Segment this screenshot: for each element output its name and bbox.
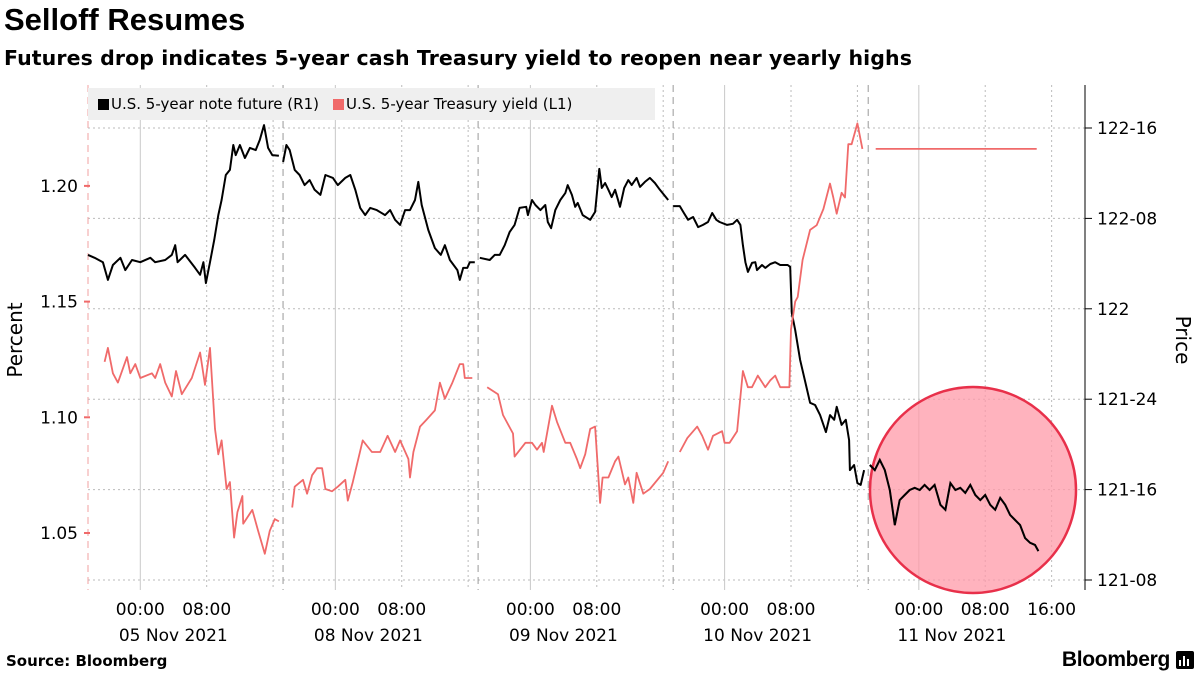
legend-label: U.S. 5-year note future (R1) [111,95,319,113]
legend-item-future: U.S. 5-year note future (R1) [98,95,319,113]
x-date-label: 09 Nov 2021 [509,626,618,646]
x-tick-label: 00:00 [506,600,555,620]
right-tick-label: 121-24 [1097,390,1157,410]
right-tick-label: 122-16 [1097,119,1157,139]
x-tick-label: 00:00 [700,600,749,620]
x-tick-label: 08:00 [572,600,621,620]
yield-line-segment [291,363,473,508]
x-date-label: 05 Nov 2021 [119,626,228,646]
right-tick-label: 122 [1097,300,1129,320]
futures-line-segment [87,124,280,285]
right-axis-title: Price [1171,316,1195,365]
legend-swatch-black [98,98,109,110]
source-note: Source: Bloomberg [6,652,168,670]
futures-line-segment [673,205,866,486]
chart-title: Selloff Resumes [4,2,246,37]
legend-item-yield: U.S. 5-year Treasury yield (L1) [332,95,573,113]
left-tick-label: 1.15 [40,293,78,313]
x-tick-label: 00:00 [116,600,165,620]
x-tick-label: 16:00 [1027,600,1076,620]
yield-line-segment [103,347,280,555]
left-axis-title: Percent [3,302,27,377]
legend: U.S. 5-year note future (R1) U.S. 5-year… [88,88,655,120]
x-tick-label: 08:00 [961,600,1010,620]
right-tick-label: 122-08 [1097,209,1157,229]
x-tick-label: 00:00 [894,600,943,620]
futures-line-segment [479,167,669,261]
x-tick-label: 08:00 [377,600,426,620]
yield-line-segment [486,386,670,504]
x-tick-label: 08:00 [182,600,231,620]
futures-line-segment [869,457,1040,552]
left-tick-label: 1.10 [40,408,78,428]
bloomberg-logo: Bloomberg [1061,648,1170,671]
yield-line-segment [679,122,864,453]
x-date-label: 08 Nov 2021 [314,626,423,646]
x-tick-label: 08:00 [767,600,816,620]
x-tick-label: 00:00 [311,600,360,620]
left-tick-label: 1.20 [40,177,78,197]
left-tick-label: 1.05 [40,524,78,544]
right-tick-label: 121-16 [1097,481,1157,501]
x-date-label: 11 Nov 2021 [897,626,1006,646]
legend-label: U.S. 5-year Treasury yield (L1) [345,95,573,113]
chart-subtitle: Futures drop indicates 5-year cash Treas… [4,46,913,70]
bloomberg-chart-icon [1176,651,1194,669]
x-date-label: 10 Nov 2021 [703,626,812,646]
legend-swatch-red [332,98,344,110]
right-tick-label: 121-08 [1097,571,1157,591]
futures-line-segment [282,144,475,281]
